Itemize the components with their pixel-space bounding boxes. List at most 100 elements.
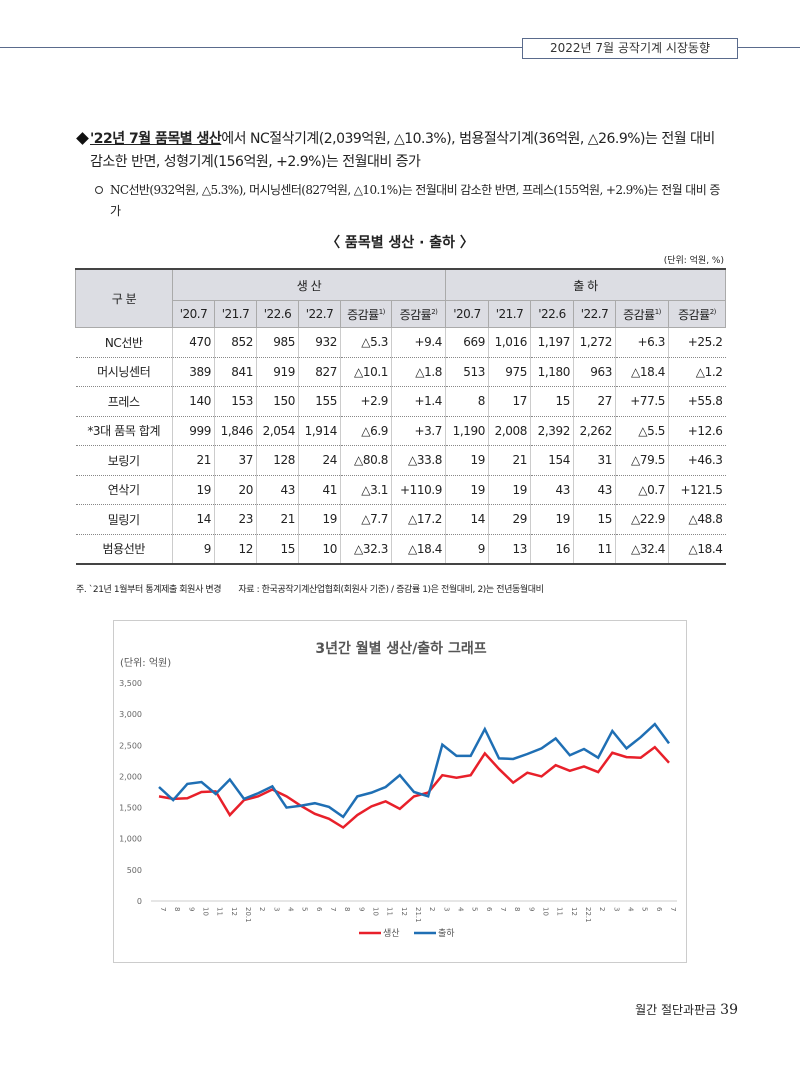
column-header: '20.7 (172, 300, 215, 328)
cell: 15 (530, 386, 574, 417)
row-label: 연삭기 (75, 475, 173, 505)
x-tick-label: 10 (202, 907, 210, 916)
cell: △7.7 (340, 504, 392, 535)
x-tick-label: 10 (542, 907, 550, 916)
cell: 16 (530, 534, 574, 565)
cell: 513 (445, 357, 489, 387)
cell: 21 (172, 445, 215, 476)
cell: 10 (298, 534, 341, 565)
cell: 150 (256, 386, 299, 417)
x-tick-label: 9 (187, 907, 195, 911)
cell: 21 (256, 504, 299, 535)
y-tick-label: 3,500 (119, 679, 142, 688)
page-number: 39 (720, 1002, 738, 1018)
column-note: 2) (709, 307, 717, 316)
x-tick-label: 4 (627, 907, 635, 912)
cell: △33.8 (391, 445, 446, 476)
column-text: '22.7 (580, 307, 609, 321)
cell: +46.3 (668, 445, 726, 476)
table-title: 〈 품목별 생산 · 출하 〉 (326, 235, 474, 251)
cell: 19 (172, 475, 215, 505)
sub-bullet: NC선반(932억원, △5.3%), 머시닝센터(827억원, △10.1%)… (110, 183, 720, 218)
cell: 14 (172, 504, 215, 535)
cell: 999 (172, 416, 215, 446)
cell: +2.9 (340, 386, 392, 417)
column-note: 1) (654, 307, 662, 316)
cell: 8 (445, 386, 489, 417)
legend-label: 출하 (438, 928, 455, 939)
cell: 1,272 (573, 327, 616, 358)
bullet-icon (76, 132, 89, 145)
row: 프레스 140 153 150 155 +2.9 +1.4 8 17 15 27 +77.5 +55.8 (75, 386, 726, 417)
group: 출 하 (445, 268, 726, 301)
table-note: 주. `21년 1월부터 통계제출 회원사 변경 자료 : 한국공작기계산업협회… (76, 585, 544, 595)
cell: △1.8 (391, 357, 446, 387)
cell: 1,190 (445, 416, 489, 446)
series-line (158, 722, 671, 819)
cell: 11 (573, 534, 616, 565)
cell: +12.6 (668, 416, 726, 446)
x-tick-label: 9 (527, 907, 535, 911)
cell: 2,054 (256, 416, 299, 446)
sub-bullet-icon (95, 186, 103, 194)
cell: △18.4 (615, 357, 669, 387)
x-tick-label: 2 (598, 907, 606, 911)
cell: 14 (445, 504, 489, 535)
row-label: 보링기 (75, 445, 173, 476)
x-tick-label: 20.1 (244, 907, 252, 923)
column-header: '20.7 (445, 300, 489, 328)
cell: +1.4 (391, 386, 446, 417)
x-tick-label: 12 (400, 907, 408, 916)
cell: 932 (298, 327, 341, 358)
cell: 470 (172, 327, 215, 358)
column-text: 증감률 (623, 307, 655, 322)
cell: △18.4 (668, 534, 726, 565)
cell: 827 (298, 357, 341, 387)
cell: △3.1 (340, 475, 392, 505)
table-unit: (단위: 억원, %) (663, 256, 724, 266)
magazine: 월간 절단과판금 (635, 1003, 717, 1017)
x-tick-label: 2 (258, 907, 266, 911)
column-text: '22.6 (263, 307, 292, 321)
x-tick-label: 8 (173, 907, 181, 911)
cell: 155 (298, 386, 341, 417)
cell: △17.2 (391, 504, 446, 535)
cell: 2,008 (488, 416, 531, 446)
column-header: '22.7 (298, 300, 341, 328)
cell: 23 (214, 504, 257, 535)
cell: 153 (214, 386, 257, 417)
bullet: '22년 7월 품목별 생산에서 NC절삭기계(2,039억원, △10.3%)… (90, 128, 730, 174)
column-text: '21.7 (495, 307, 524, 321)
cell: 27 (573, 386, 616, 417)
x-tick-label: 6 (315, 907, 323, 912)
column-header: 증감률2) (391, 300, 446, 328)
row: 보링기 21 37 128 24 △80.8 △33.8 19 21 154 31 △79.5 +46.… (75, 445, 726, 476)
cell: 9 (172, 534, 215, 565)
cell: 29 (488, 504, 531, 535)
header-line (0, 47, 800, 48)
legend-label: 생산 (383, 928, 400, 939)
cell: 43 (256, 475, 299, 505)
cell: +3.7 (391, 416, 446, 446)
cell: △22.9 (615, 504, 669, 535)
cell: 41 (298, 475, 341, 505)
row: *3대 품목 합계 999 1,846 2,054 1,914 △6.9 +3.7 1,190… (75, 416, 726, 446)
chart-title: 3년간 월별 생산/출하 그래프 (315, 640, 486, 657)
cell: 19 (530, 504, 574, 535)
cell: 841 (214, 357, 257, 387)
row: 연삭기 19 20 43 41 △3.1 +110.9 19 19 43 43 △0.7 +121.5 (75, 475, 726, 505)
row-label: 프레스 (75, 386, 173, 417)
x-tick-label: 21.1 (414, 907, 422, 923)
column-header: 증감률1) (340, 300, 392, 328)
bullet-text: 에서 NC절삭기계(2,039억원, △10.3%), 범용절삭기계(36억원,… (90, 131, 715, 170)
x-tick-label: 12 (230, 907, 238, 916)
cell: △0.7 (615, 475, 669, 505)
x-tick-label: 7 (329, 907, 337, 911)
column-text: '20.7 (453, 307, 481, 321)
row-label: 범용선반 (75, 534, 173, 565)
x-tick-label: 3 (442, 907, 450, 911)
column-header: '21.7 (214, 300, 257, 328)
cell: 19 (445, 445, 489, 476)
cell: 21 (488, 445, 531, 476)
